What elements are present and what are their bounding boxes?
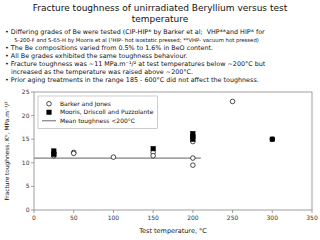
point (71, 150, 76, 155)
legend-swatch (42, 120, 56, 121)
tick-label: 5 (26, 182, 30, 189)
tick-label: 15 (22, 135, 30, 142)
point (270, 137, 274, 141)
chart: Fracture toughness of unirradiated Beryl… (0, 0, 320, 240)
tick-label: 100 (108, 214, 120, 221)
annotation: S-200-F and S-65-H by Mooris et al (¹HIP… (11, 37, 259, 44)
legend-label: Mean toughness <200°C (60, 117, 135, 125)
annotation: increased as the temperature was raised … (11, 68, 193, 76)
x-axis-label: Test temperature, °C (138, 227, 207, 235)
tick-label: 50 (70, 214, 78, 221)
tick-label: 10 (22, 159, 30, 166)
tick-label: 200 (187, 214, 199, 221)
legend-swatch (47, 110, 51, 114)
point (71, 151, 76, 156)
tick-mark (31, 162, 34, 163)
legend-label: Mooris, Driscoll and Puzzolante (60, 108, 154, 115)
point (52, 152, 56, 156)
legend-swatch (47, 101, 52, 106)
tick-label: 350 (306, 214, 318, 221)
tick-mark (31, 115, 34, 116)
plot-frame (34, 92, 312, 210)
tick-label: 20 (22, 112, 30, 119)
annotation: • Differing grades of Be were tested (CI… (5, 28, 265, 36)
annotation: • Prior aging treatments in the range 18… (5, 76, 259, 84)
point (191, 135, 196, 140)
tick-mark (31, 92, 34, 93)
title-line: temperature (132, 14, 189, 24)
tick-label: 250 (227, 214, 239, 221)
tick-label: 300 (267, 214, 279, 221)
legend-box (38, 96, 157, 129)
mean-line (34, 157, 201, 158)
y-axis-label: Fracture toughness, Kᴵᶜ, MPa.m⁻¹/² (4, 101, 11, 200)
point (191, 156, 196, 161)
point (151, 153, 156, 158)
legend-label: Barker and Jones (60, 100, 111, 108)
annotation: • The Be compositions varied from 0.5% t… (5, 44, 213, 52)
tick-label: 0 (32, 214, 36, 221)
tick-label: 25 (22, 88, 30, 95)
tick-mark (31, 210, 34, 211)
annotation: • Fracture toughness was ~11 MPa.m⁻¹/² a… (5, 60, 266, 68)
point (230, 99, 235, 104)
point (270, 137, 275, 142)
tick-mark (31, 139, 34, 140)
point (191, 163, 196, 168)
annotation: • All Be grades exhibited the same tough… (5, 52, 188, 60)
tick-label: 150 (147, 214, 159, 221)
title-line: Fracture toughness of unirradiated Beryl… (33, 3, 288, 13)
tick-label: 0 (26, 206, 30, 213)
title: Fracture toughness of unirradiated Beryl… (33, 3, 288, 24)
legend: Barker and JonesMooris, Driscoll and Puz… (38, 96, 157, 129)
point (191, 135, 195, 139)
point (111, 155, 116, 160)
point (151, 146, 155, 150)
tick-mark (31, 186, 34, 187)
